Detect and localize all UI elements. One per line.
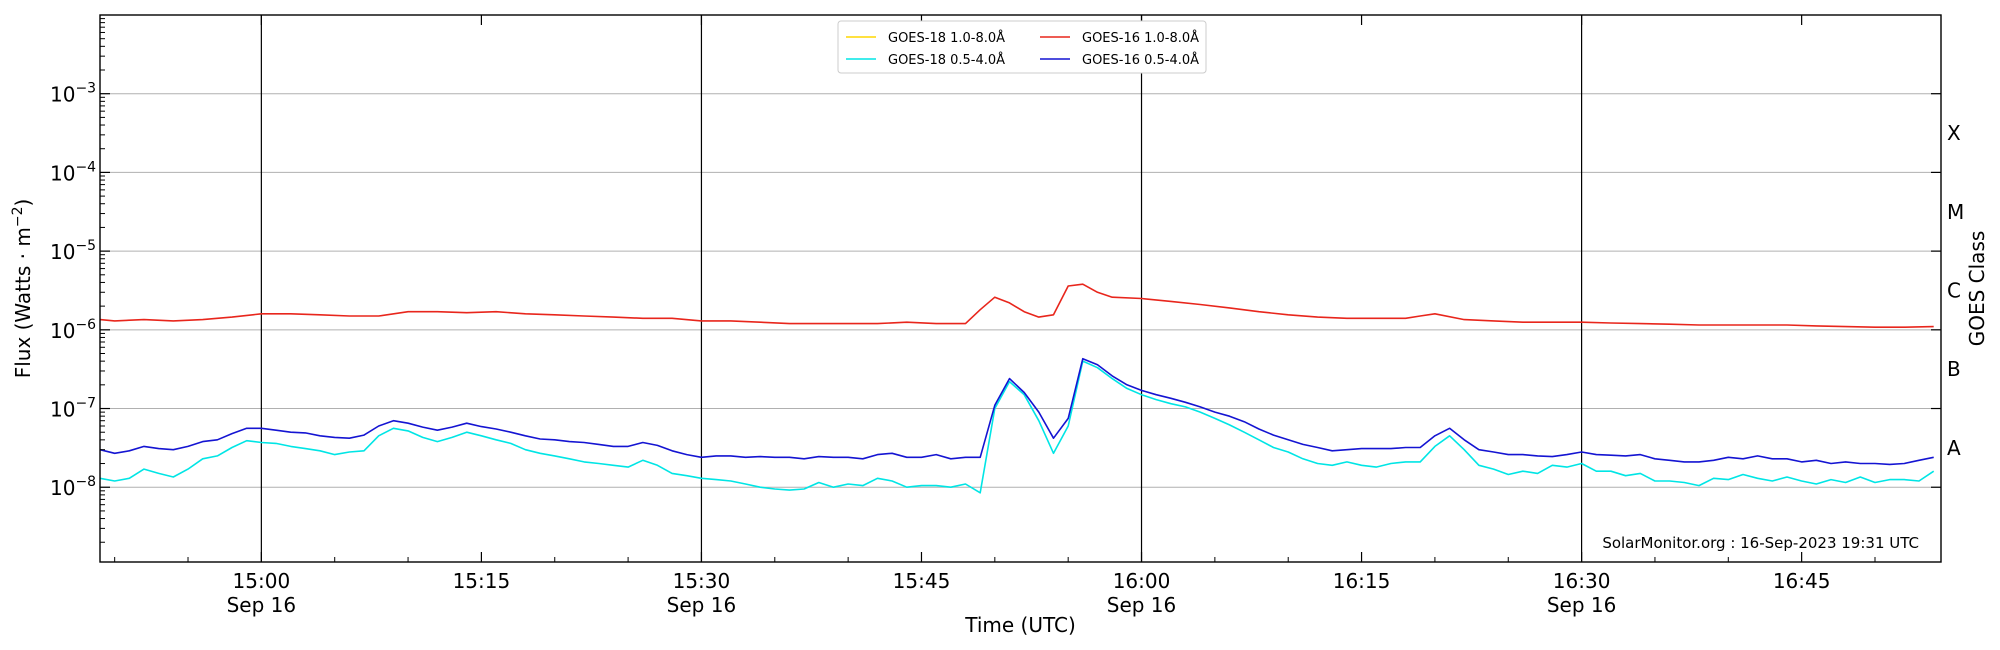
x-tick-label: 15:30 <box>673 569 731 593</box>
x-axis-title: Time (UTC) <box>964 613 1076 637</box>
x-tick-date-label: Sep 16 <box>1107 593 1177 617</box>
series-line-goes-16-0-5-4-0 <box>99 357 1934 466</box>
series-line-goes-18-0-5-4-0 <box>99 360 1935 494</box>
series-line-goes-16-1-0-8-0 <box>99 283 1934 329</box>
y-tick-label-base: 10 <box>50 240 75 264</box>
goes-class-label: A <box>1947 436 1961 460</box>
y-tick-label-base: 10 <box>50 83 75 107</box>
grid-layer <box>100 93 1941 488</box>
x-tick-label: 16:30 <box>1553 569 1611 593</box>
goes-class-label: M <box>1947 200 1964 224</box>
legend-box <box>837 20 1207 74</box>
y-tick-label-base: 10 <box>50 161 75 185</box>
credit-text: SolarMonitor.org : 16-Sep-2023 19:31 UTC <box>1602 534 1919 552</box>
x-tick-label: 16:45 <box>1773 569 1831 593</box>
y-tick-label: 10−6 <box>50 317 96 343</box>
legend-label: GOES-18 0.5-4.0Å <box>888 52 1005 68</box>
x-tick-date-label: Sep 16 <box>667 593 737 617</box>
date-vlines <box>260 15 1583 562</box>
y-axis-title-exponent: −2 <box>10 207 26 228</box>
x-tick-label: 16:15 <box>1333 569 1391 593</box>
y-tick-label-exponent: −4 <box>75 159 96 175</box>
x-tick-date-label: Sep 16 <box>227 593 297 617</box>
y-axis-title: Flux (Watts · m−2) <box>10 199 35 379</box>
legend-label: GOES-16 1.0-8.0Å <box>1082 30 1199 46</box>
x-tick-date-label: Sep 16 <box>1547 593 1617 617</box>
series-layer <box>99 283 1935 494</box>
x-tick-label: 15:45 <box>893 569 951 593</box>
y-tick-label: 10−3 <box>50 81 96 107</box>
goes-class-axis-title: GOES Class <box>1965 231 1989 347</box>
y-axis-title-main: Flux (Watts · m <box>11 227 35 378</box>
goes-class-label: C <box>1947 278 1961 302</box>
y-tick-label: 10−4 <box>50 159 96 185</box>
y-tick-label: 10−5 <box>50 238 96 264</box>
x-tick-label: 15:15 <box>453 569 511 593</box>
y-tick-label: 10−8 <box>50 474 96 500</box>
plot-frame <box>99 14 1942 563</box>
y-tick-label: 10−7 <box>50 396 96 422</box>
y-tick-label-base: 10 <box>50 398 75 422</box>
goes-class-label: X <box>1947 121 1961 145</box>
y-tick-label-exponent: −5 <box>75 238 96 254</box>
legend-label: GOES-16 0.5-4.0Å <box>1082 52 1199 68</box>
y-tick-label-exponent: −8 <box>75 474 96 490</box>
goes-class-label: B <box>1947 357 1961 381</box>
y-tick-label-exponent: −3 <box>75 81 96 97</box>
y-tick-label-exponent: −7 <box>75 396 96 412</box>
x-tick-label: 16:00 <box>1113 569 1171 593</box>
legend-label: GOES-18 1.0-8.0Å <box>888 30 1005 46</box>
y-tick-label-exponent: −6 <box>75 317 96 333</box>
y-axis-title-close: ) <box>11 199 35 207</box>
x-tick-label: 15:00 <box>233 569 291 593</box>
y-tick-label-base: 10 <box>50 319 75 343</box>
legend: GOES-18 1.0-8.0Å GOES-18 0.5-4.0Å GOES-16 … <box>837 20 1207 74</box>
y-tick-label-base: 10 <box>50 476 75 500</box>
